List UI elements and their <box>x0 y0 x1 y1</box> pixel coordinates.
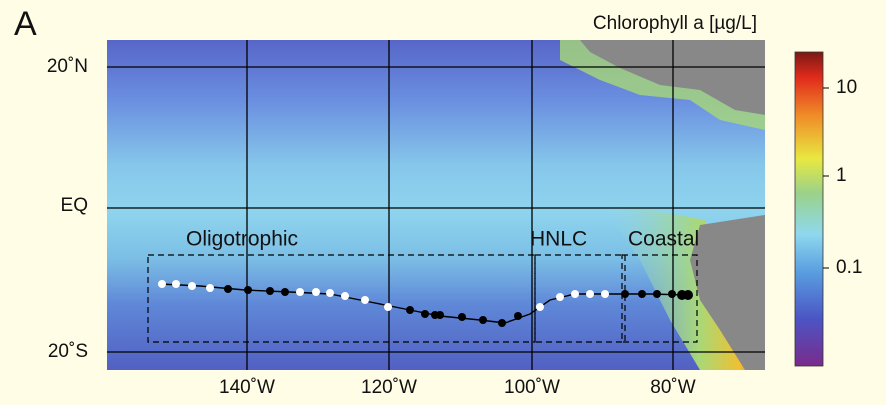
station <box>421 310 429 318</box>
station <box>244 286 252 294</box>
station <box>206 284 214 292</box>
lon-label: 140˚W <box>219 377 275 398</box>
station <box>312 288 320 296</box>
station <box>296 288 304 296</box>
lat-label: 20˚S <box>48 341 88 362</box>
station <box>601 290 609 298</box>
colorbar <box>795 52 823 366</box>
colorbar-label: 0.1 <box>836 257 862 278</box>
lon-label: 100˚W <box>504 377 560 398</box>
station <box>621 290 629 298</box>
station <box>436 311 444 319</box>
station <box>158 280 166 288</box>
station <box>586 290 594 298</box>
lon-label: 120˚W <box>361 377 417 398</box>
station <box>384 303 392 311</box>
station <box>188 282 196 290</box>
station <box>556 293 564 301</box>
colorbar-title: Chlorophyll a [µg/L] <box>593 13 757 34</box>
map: Oligotrophic HNLC Coastal <box>107 40 765 370</box>
station <box>571 290 579 298</box>
station <box>653 290 661 298</box>
figure: A Chlorophyll a [µg/L] Oligotrophic HNLC <box>0 0 886 405</box>
station <box>536 303 544 311</box>
station <box>326 289 334 297</box>
station <box>514 312 522 320</box>
lat-label: 20˚N <box>47 56 88 77</box>
station <box>406 306 414 314</box>
station <box>341 292 349 300</box>
station <box>458 313 466 321</box>
station <box>266 287 274 295</box>
station <box>498 319 506 327</box>
region-label: Oligotrophic <box>186 228 298 251</box>
station <box>224 285 232 293</box>
station <box>683 290 693 300</box>
station <box>479 316 487 324</box>
station <box>638 290 646 298</box>
station <box>668 290 676 298</box>
lat-label: EQ <box>61 195 88 216</box>
lon-label: 80˚W <box>650 377 695 398</box>
colorbar-label: 10 <box>836 77 857 98</box>
station <box>281 288 289 296</box>
panel-label: A <box>14 5 37 43</box>
colorbar-label: 1 <box>836 165 847 186</box>
region-label: Coastal <box>628 228 699 251</box>
station <box>361 296 369 304</box>
station <box>172 280 180 288</box>
region-label: HNLC <box>530 228 587 251</box>
